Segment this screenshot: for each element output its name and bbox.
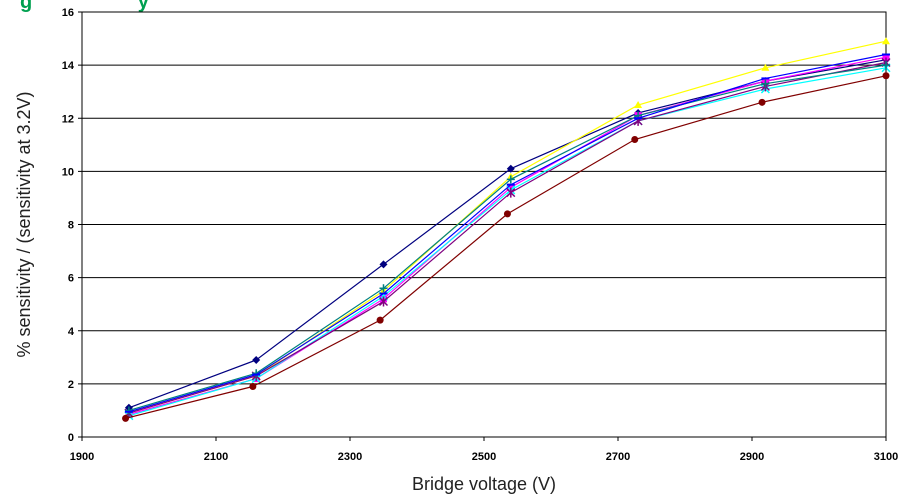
series-3: [124, 37, 890, 417]
x-tick-label: 2700: [606, 451, 630, 463]
series-2: [125, 53, 890, 418]
x-tick-label: 3100: [874, 451, 898, 463]
data-point: [761, 79, 770, 88]
data-point: [379, 284, 388, 293]
y-tick-label: 10: [62, 166, 74, 178]
data-point: [631, 136, 639, 143]
data-point: [507, 183, 515, 191]
data-point: [506, 164, 515, 173]
series-line: [128, 53, 887, 413]
y-tick-label: 16: [62, 7, 74, 19]
data-point: [761, 63, 770, 71]
data-point: [122, 414, 130, 422]
series-line: [128, 59, 887, 409]
series-line: [128, 56, 887, 415]
series-line: [128, 64, 887, 411]
data-point: [882, 37, 890, 45]
data-point: [376, 316, 384, 324]
data-point: [503, 210, 511, 218]
series-1: [124, 55, 890, 412]
x-tick-label: 2100: [204, 451, 228, 463]
series-line: [125, 75, 887, 419]
series-8: [124, 53, 890, 413]
data-point: [882, 72, 890, 80]
series-layer: [122, 37, 891, 422]
data-point: [249, 383, 257, 391]
series-line: [128, 67, 887, 417]
data-point: [758, 98, 766, 106]
y-tick-label: 12: [62, 113, 74, 125]
y-tick-label: 8: [68, 220, 74, 232]
series-7: [124, 61, 890, 415]
data-point: [634, 100, 643, 108]
x-axis-title: Bridge voltage (V): [412, 474, 556, 494]
series-line: [128, 40, 887, 414]
y-tick-label: 14: [62, 60, 75, 72]
y-tick-label: 6: [68, 273, 74, 285]
data-point: [379, 260, 388, 269]
y-tick-label: 0: [68, 432, 74, 444]
data-point: [882, 53, 890, 61]
y-tick-label: 2: [68, 379, 74, 391]
x-axis-ticks: 1900 2100 2300 2500 2700 2900 3100: [70, 437, 898, 463]
series-6: [122, 72, 890, 422]
x-tick-label: 2300: [338, 451, 362, 463]
data-point: [506, 175, 515, 184]
x-tick-label: 2900: [740, 451, 764, 463]
chart-title-fragment: g y: [20, 0, 150, 13]
y-axis-title: % sensitivity / (sensitivity at 3.2V): [14, 91, 34, 357]
series-5: [124, 57, 891, 419]
data-point: [506, 187, 516, 198]
y-tick-label: 4: [68, 326, 75, 338]
data-point: [252, 355, 261, 364]
x-tick-label: 1900: [70, 451, 94, 463]
data-point: [378, 296, 389, 307]
gridlines: [82, 64, 886, 385]
x-tick-label: 2500: [472, 451, 496, 463]
data-point: [882, 61, 890, 70]
y-axis-ticks: 0 2 4 6 8 10 12 14 16: [62, 7, 82, 444]
series-line: [128, 61, 887, 414]
